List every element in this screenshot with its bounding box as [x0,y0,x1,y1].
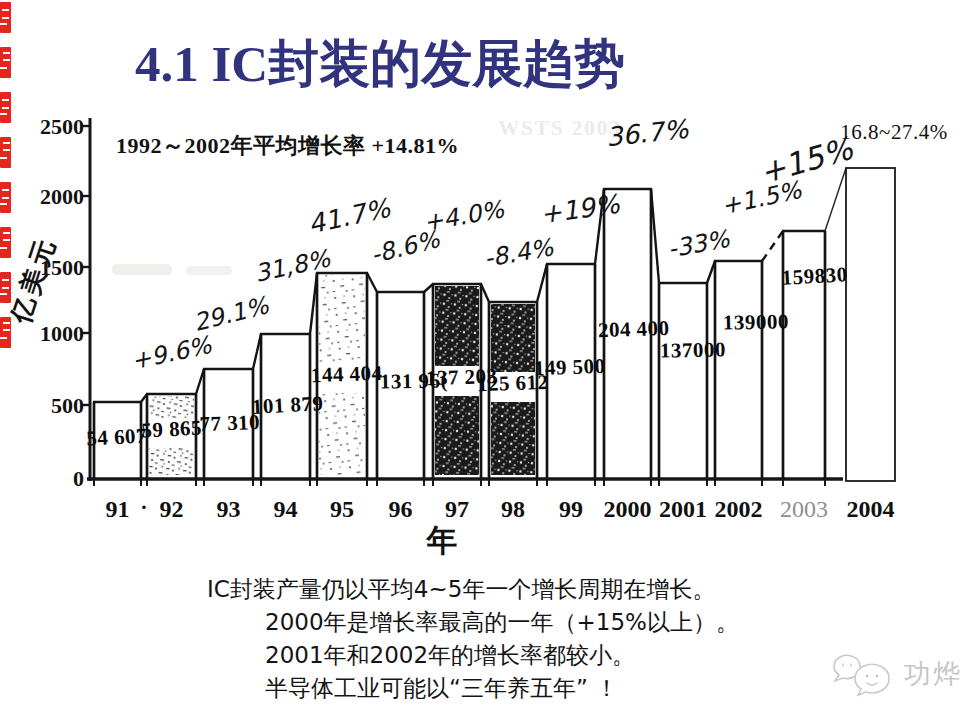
scan-smudge [112,264,172,275]
bar-connector [537,264,547,302]
notes-block: IC封装产量仍以平均4~5年一个增长周期在增长。 2000年是增长率最高的一年（… [207,573,739,705]
red-edge-marks [0,2,13,362]
x-category-label: 94 [274,496,298,522]
x-category-label: 98 [501,496,525,522]
bar-connector [762,231,783,261]
estimate-connector [825,168,846,231]
bar-value-label: 159830 [781,262,848,289]
y-tick-label: 0 [73,466,84,491]
x-category-label: 93 [217,496,241,522]
bar-value-label: 101 879 [251,391,324,419]
red-edge-mark [0,137,11,168]
growth-percent-label: -33% [666,225,733,264]
bar-value-label: 137000 [660,337,726,362]
bar-connector [367,273,377,292]
x-category-label: 2000 [604,496,652,522]
red-edge-mark [0,182,11,213]
x-category-label: 96 [389,496,413,522]
bar-value-label: 59 865 [141,415,203,442]
bar-value-label: 149 500 [533,354,606,380]
estimate-bar [846,168,895,481]
note-line: 2001年和2002年的增长率都较小。 [207,639,739,672]
watermark: 功烨 [832,650,960,698]
y-tick-label: 1000 [40,321,84,346]
x-category-label: 2002 [715,496,763,522]
x-category-label: 92 [160,496,184,522]
y-axis-title: 亿美元 [6,232,62,328]
x-axis-dot: · [140,494,147,519]
red-edge-mark [0,92,11,123]
red-edge-mark [0,317,11,348]
note-line: 半导体工业可能以“三年养五年” ！ [207,672,739,705]
bar-value-label: 144 404 [310,361,383,387]
bar-value-label: 139000 [723,309,789,334]
y-tick-label: 2500 [40,114,84,139]
page-title: 4.1 IC封装的发展趋势 [135,30,625,99]
estimate-range-label: 16.8~27.4% [840,120,947,144]
x-category-label: 97 [445,496,469,522]
red-edge-mark [0,272,11,303]
red-edge-mark [0,2,11,33]
growth-percent-label: +9.6% [129,331,215,375]
growth-percent-label: 41.7% [306,193,394,240]
growth-percent-label: 29.1% [191,291,273,337]
y-tick-label: 500 [51,393,84,418]
x-axis-title: 年 [426,523,458,558]
x-category-label: 2003 [780,496,828,522]
x-category-label: 99 [559,496,583,522]
wechat-icon [832,650,896,698]
red-edge-mark [0,227,11,258]
x-category-label: 2001 [659,496,707,522]
bar-value-label: 54 607 [86,423,148,450]
note-line: 2000年是增长率最高的一年（+15%以上）。 [207,606,739,639]
red-edge-mark [0,47,11,78]
note-line: IC封装产量仍以平均4~5年一个增长周期在增长。 [207,573,739,606]
avg-growth-annotation: 1992～2002年平均增长率 +14.81% [116,133,459,158]
watermark-text: 功烨 [904,656,960,692]
scan-smudge [186,266,232,275]
ghost-scan-text: WSTS 2003 [498,116,622,140]
x-category-label: 2004 [847,496,895,522]
x-category-label: 95 [330,496,354,522]
y-tick-label: 2000 [40,184,84,209]
x-category-label: 91 [106,496,130,522]
growth-percent-label: +19% [538,189,622,230]
growth-percent-label: +4.0% [421,195,507,237]
